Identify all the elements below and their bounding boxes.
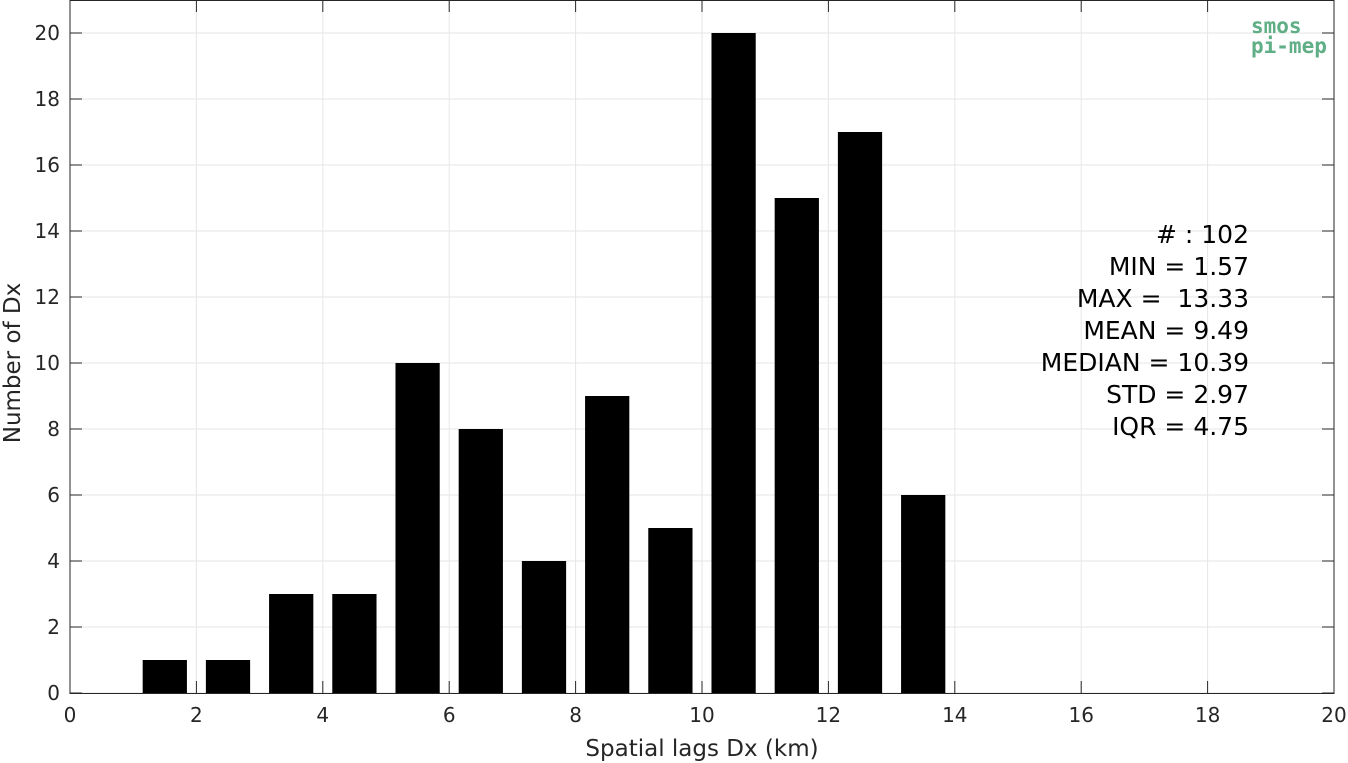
y-axis-label: Number of Dx <box>0 283 26 444</box>
stat-max: MAX = 13.33 <box>1077 284 1249 313</box>
y-tick-label: 8 <box>47 417 60 441</box>
logo-line2: pi-mep <box>1251 34 1327 58</box>
tick-labels: 0 2 4 6 8 10 12 14 16 18 20 0 2 4 6 8 10 12 14 16 18 20 <box>35 21 1347 727</box>
x-tick-label: 12 <box>816 703 841 727</box>
y-tick-label: 4 <box>47 549 60 573</box>
stat-mean: MEAN = 9.49 <box>1083 316 1249 345</box>
x-tick-label: 16 <box>1068 703 1093 727</box>
logo-line1: smos <box>1251 14 1302 38</box>
x-tick-label: 18 <box>1195 703 1220 727</box>
x-tick-label: 6 <box>443 703 456 727</box>
histogram-bar <box>395 363 440 693</box>
x-tick-label: 2 <box>190 703 203 727</box>
histogram-bar <box>901 495 946 693</box>
x-tick-label: 4 <box>316 703 329 727</box>
histogram-bar <box>458 429 503 693</box>
stat-median: MEDIAN = 10.39 <box>1041 348 1249 377</box>
smos-pimep-logo: smos pi-mep <box>1251 14 1327 58</box>
histogram-bar <box>774 198 819 693</box>
x-axis-label: Spatial lags Dx (km) <box>585 736 818 762</box>
histogram-bar <box>332 594 377 693</box>
histogram-bar <box>711 33 756 693</box>
histogram-bar <box>585 396 630 693</box>
x-tick-label: 20 <box>1321 703 1346 727</box>
x-tick-label: 10 <box>689 703 714 727</box>
stat-std: STD = 2.97 <box>1106 380 1249 409</box>
histogram-bar <box>837 132 883 693</box>
grid-lines <box>69 0 1335 694</box>
histogram-bar <box>205 660 251 693</box>
bars <box>142 33 946 693</box>
histogram-bar <box>521 561 567 693</box>
axis-ticks <box>69 0 1335 694</box>
y-tick-label: 20 <box>35 21 60 45</box>
y-tick-label: 2 <box>47 615 60 639</box>
y-tick-label: 12 <box>35 285 60 309</box>
y-tick-label: 10 <box>35 351 60 375</box>
y-tick-label: 0 <box>47 681 60 705</box>
stat-min: MIN = 1.57 <box>1109 252 1249 281</box>
histogram-bar <box>142 660 187 693</box>
histogram-bar <box>648 528 693 693</box>
stat-count: # : 102 <box>1156 220 1249 249</box>
x-tick-label: 14 <box>942 703 967 727</box>
x-tick-label: 0 <box>64 703 77 727</box>
y-tick-label: 18 <box>35 87 60 111</box>
y-tick-label: 14 <box>35 219 60 243</box>
y-tick-label: 16 <box>35 153 60 177</box>
x-tick-label: 8 <box>569 703 582 727</box>
stats-annotation: # : 102 MIN = 1.57 MAX = 13.33 MEAN = 9.… <box>1041 220 1249 441</box>
histogram-bar <box>269 594 314 693</box>
stat-iqr: IQR = 4.75 <box>1112 412 1249 441</box>
y-tick-label: 6 <box>47 483 60 507</box>
